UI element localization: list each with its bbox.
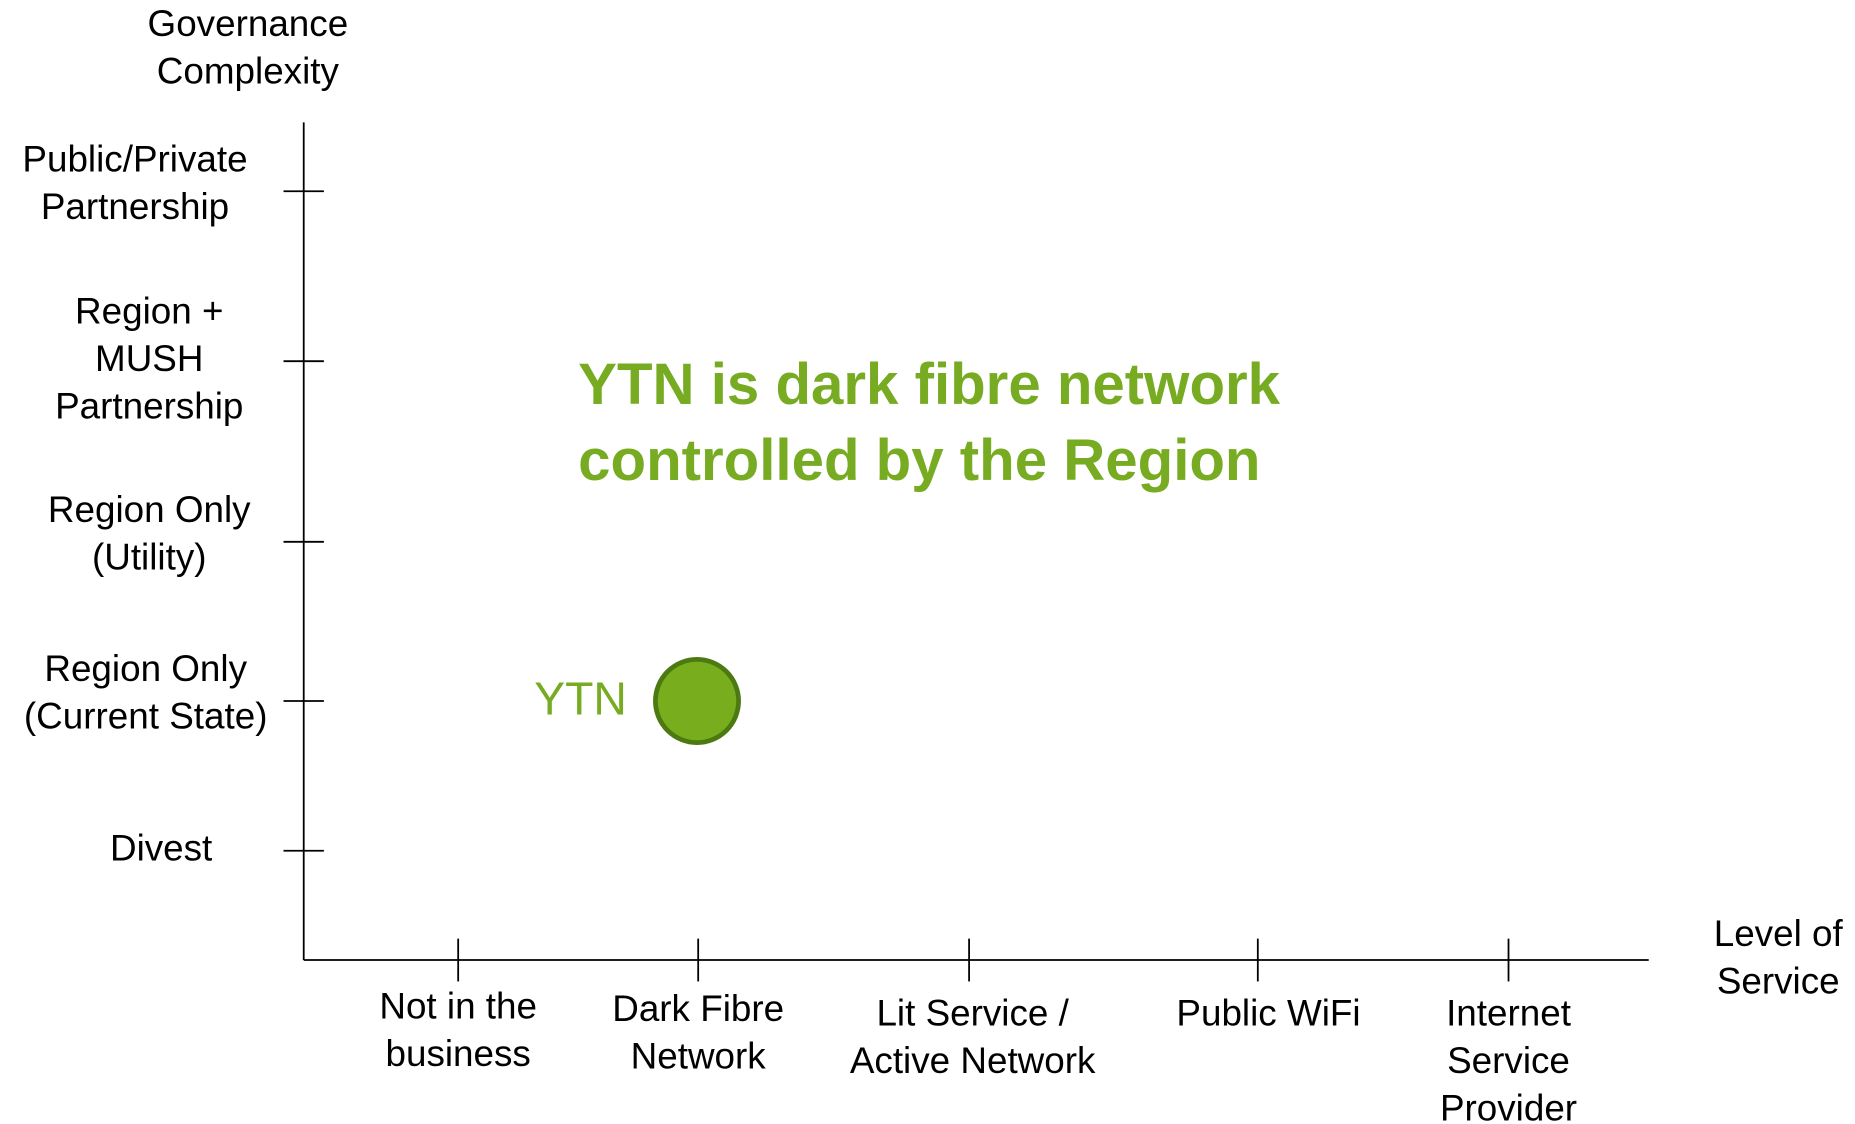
y-tick-label: Region Only xyxy=(48,489,251,530)
x-tick-label: Provider xyxy=(1440,1088,1577,1124)
x-tick-label: Dark Fibre xyxy=(612,988,784,1029)
x-tick-label: Service xyxy=(1447,1040,1570,1081)
x-tick-label: business xyxy=(385,1033,530,1074)
x-tick-label: Public WiFi xyxy=(1176,993,1360,1034)
x-tick-label: Network xyxy=(631,1035,767,1076)
point-label: YTN xyxy=(534,672,627,724)
x-axis-title: Service xyxy=(1717,961,1840,1002)
y-tick-label: Partnership xyxy=(55,385,243,426)
y-tick-label: Public/Private xyxy=(22,138,247,179)
y-axis-title: Governance xyxy=(148,3,349,44)
y-axis-title: Complexity xyxy=(157,50,340,91)
y-tick-label: Region Only xyxy=(44,648,247,689)
x-tick-label: Internet xyxy=(1446,993,1571,1034)
y-tick-label: Region + xyxy=(75,290,223,331)
x-tick-label: Not in the xyxy=(379,985,537,1026)
x-tick-label: Active Network xyxy=(850,1040,1096,1081)
y-tick-label: (Utility) xyxy=(92,536,207,577)
y-tick-label: Divest xyxy=(110,827,212,868)
annotation: controlled by the Region xyxy=(578,428,1260,493)
y-tick-label: MUSH xyxy=(95,338,203,379)
x-axis-title: Level of xyxy=(1714,913,1844,954)
annotation: YTN is dark fibre network xyxy=(578,352,1280,417)
y-tick-label: Partnership xyxy=(41,186,229,227)
point-marker xyxy=(653,657,741,745)
y-tick-label: (Current State) xyxy=(24,696,268,737)
x-tick-label: Lit Service / xyxy=(876,993,1069,1034)
